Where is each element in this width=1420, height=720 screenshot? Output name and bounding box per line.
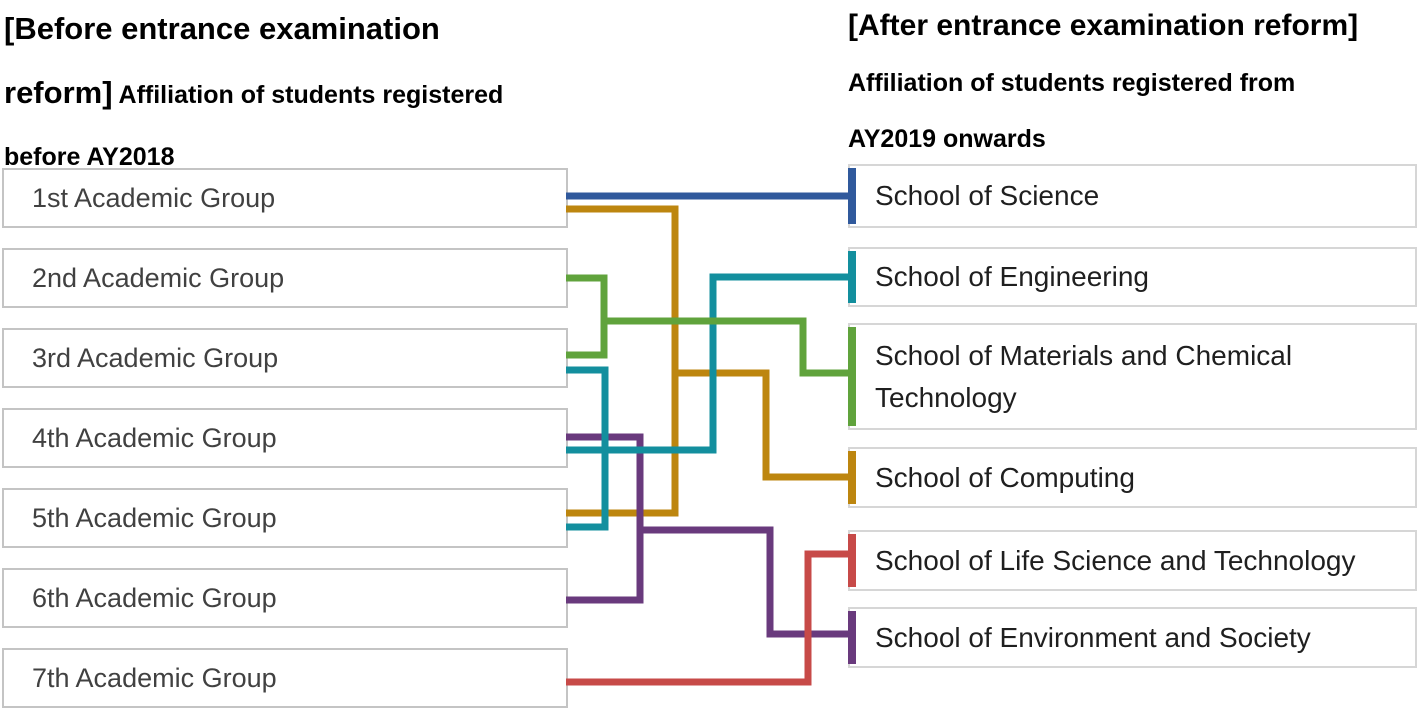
title-segment: Affiliation of students registered [112,81,504,109]
title-after-reform: [After entrance examination reform] Affil… [848,0,1420,169]
link-path [566,273,852,531]
academic-group-label: 6th Academic Group [32,582,277,613]
title-line: [After entrance examination reform] [848,0,1420,57]
school-accent-bar [848,327,856,426]
school-label: School of Life Science and Technology [875,544,1356,576]
title-before-reform: [Before entrance examination reform] Affi… [4,0,624,190]
link-path [566,369,852,517]
title-line: Affiliation of students registered from [848,57,1420,113]
school-accent-bar [848,534,856,587]
academic-group-box: 7th Academic Group [2,648,568,708]
link-path [566,550,852,686]
link-path [566,317,852,377]
school-accent-bar [848,611,856,664]
title-line: [Before entrance examination [4,0,624,64]
title-line: AY2019 onwards [848,113,1420,169]
school-label: School of Computing [875,461,1135,493]
academic-group-label: 5th Academic Group [32,502,277,533]
academic-group-label: 1st Academic Group [32,182,276,213]
title-line: reform] Affiliation of students register… [4,64,624,128]
school-box: School of Engineering [848,247,1417,307]
school-box: School of Computing [848,447,1417,508]
school-accent-bar [848,451,856,504]
academic-group-box: 5th Academic Group [2,488,568,548]
academic-group-box: 6th Academic Group [2,568,568,628]
link-path [566,205,852,481]
title-segment: [After entrance examination reform] [848,9,1359,42]
academic-group-label: 3rd Academic Group [32,342,279,373]
school-label: School of Materials and Chemical Technol… [875,339,1293,413]
school-box: School of Life Science and Technology [848,530,1417,591]
school-box: School of Science [848,164,1417,228]
link-path [566,273,852,454]
school-label: School of Environment and Society [875,621,1311,653]
link-path [566,274,852,377]
school-label: School of Science [875,180,1100,211]
academic-group-label: 2nd Academic Group [32,262,285,293]
link-path [566,526,852,638]
link-path [566,273,852,454]
school-accent-bar [848,251,856,303]
academic-group-box: 2nd Academic Group [2,248,568,308]
academic-group-box: 4th Academic Group [2,408,568,468]
school-label: School of Engineering [875,261,1149,292]
academic-group-label: 7th Academic Group [32,662,277,693]
academic-group-label: 4th Academic Group [32,422,277,453]
title-line: before AY2018 [4,128,624,190]
school-accent-bar [848,168,856,224]
school-box: School of Materials and Chemical Technol… [848,323,1417,430]
title-segment: reform] [4,75,113,110]
title-segment: AY2019 onwards [848,125,1046,153]
academic-group-box: 1st Academic Group [2,168,568,228]
academic-group-box: 3rd Academic Group [2,328,568,388]
link-path [566,433,852,638]
title-segment: before AY2018 [4,143,175,171]
school-box: School of Environment and Society [848,607,1417,668]
title-segment: Affiliation of students registered from [848,69,1296,97]
title-segment: [Before entrance examination [4,11,440,46]
